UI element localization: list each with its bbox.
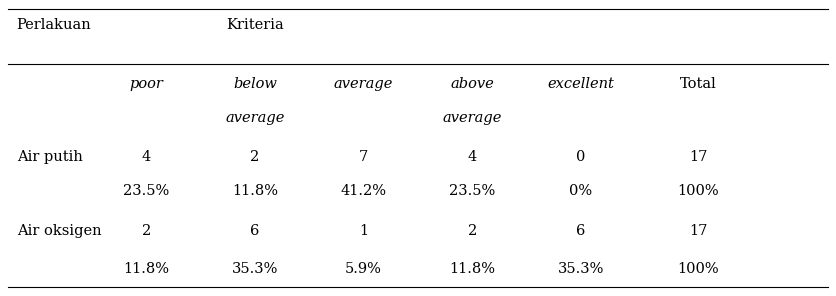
Text: 2: 2 — [467, 224, 477, 238]
Text: Air putih: Air putih — [17, 150, 83, 165]
Text: 5.9%: 5.9% — [345, 262, 382, 276]
Text: average: average — [334, 77, 394, 91]
Text: below: below — [233, 77, 277, 91]
Text: 17: 17 — [689, 150, 707, 165]
Text: 41.2%: 41.2% — [340, 184, 387, 198]
Text: 11.8%: 11.8% — [123, 262, 170, 276]
Text: 23.5%: 23.5% — [449, 184, 496, 198]
Text: poor: poor — [130, 77, 163, 91]
Text: Air oksigen: Air oksigen — [17, 224, 101, 238]
Text: 6: 6 — [576, 224, 586, 238]
Text: 0%: 0% — [569, 184, 593, 198]
Text: 100%: 100% — [677, 184, 719, 198]
Text: 11.8%: 11.8% — [232, 184, 278, 198]
Text: 35.3%: 35.3% — [232, 262, 278, 276]
Text: 35.3%: 35.3% — [558, 262, 604, 276]
Text: 2: 2 — [250, 150, 260, 165]
Text: average: average — [442, 111, 502, 126]
Text: 7: 7 — [359, 150, 369, 165]
Text: 11.8%: 11.8% — [449, 262, 496, 276]
Text: above: above — [451, 77, 494, 91]
Text: 1: 1 — [359, 224, 368, 238]
Text: Total: Total — [680, 77, 716, 91]
Text: 4: 4 — [141, 150, 151, 165]
Text: 2: 2 — [141, 224, 151, 238]
Text: 23.5%: 23.5% — [123, 184, 170, 198]
Text: Perlakuan: Perlakuan — [17, 18, 91, 32]
Text: Kriteria: Kriteria — [226, 18, 284, 32]
Text: 6: 6 — [250, 224, 260, 238]
Text: 17: 17 — [689, 224, 707, 238]
Text: 100%: 100% — [677, 262, 719, 276]
Text: excellent: excellent — [548, 77, 614, 91]
Text: average: average — [225, 111, 285, 126]
Text: 0: 0 — [576, 150, 586, 165]
Text: 4: 4 — [467, 150, 477, 165]
